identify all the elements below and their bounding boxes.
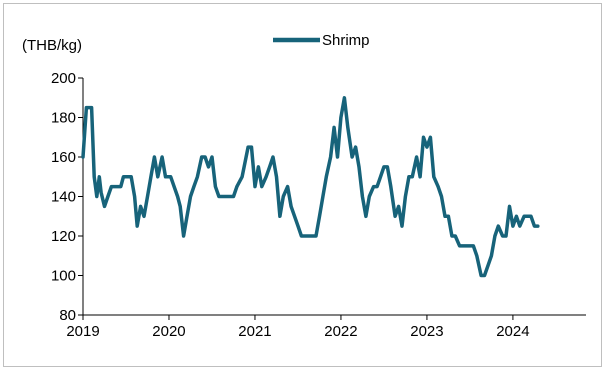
series-layer <box>81 96 540 278</box>
y-tick-label: 120 <box>51 228 76 245</box>
x-tick-label: 2023 <box>410 323 443 340</box>
x-tick-label: 2020 <box>152 323 185 340</box>
x-tick-label: 2022 <box>324 323 357 340</box>
axes <box>82 78 586 316</box>
x-axis-ticks: 2019 2020 2021 2022 2023 2024 <box>66 315 530 340</box>
series-line-shrimp <box>81 96 540 278</box>
y-tick-label: 160 <box>51 149 76 166</box>
chart-frame <box>3 3 602 367</box>
x-tick-label: 2024 <box>496 323 529 340</box>
legend: Shrimp <box>273 32 370 49</box>
y-tick-label: 140 <box>51 189 76 206</box>
x-tick-label: 2019 <box>66 323 99 340</box>
y-tick-label: 200 <box>51 70 76 87</box>
y-tick-label: 80 <box>59 307 76 324</box>
y-axis-ticks: 80 100 120 140 160 180 200 <box>51 70 83 324</box>
y-unit-label: (THB/kg) <box>22 37 82 54</box>
y-tick-label: 100 <box>51 268 76 285</box>
x-tick-label: 2021 <box>238 323 271 340</box>
y-tick-label: 180 <box>51 110 76 127</box>
legend-label-shrimp: Shrimp <box>322 32 370 49</box>
